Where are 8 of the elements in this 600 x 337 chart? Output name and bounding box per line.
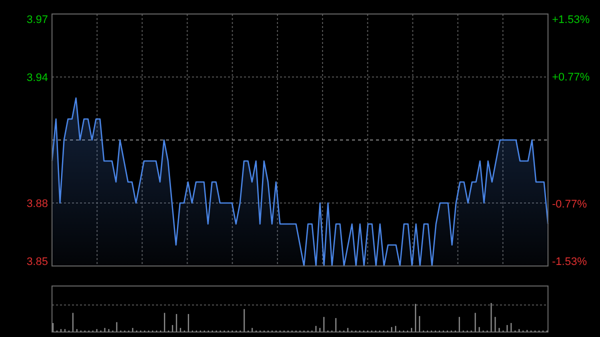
y-tick-label: 3.94 bbox=[26, 72, 48, 84]
y2-tick-label: +1.53% bbox=[552, 14, 590, 26]
y2-tick-label: -1.53% bbox=[552, 256, 588, 268]
y-tick-label: 3.85 bbox=[26, 256, 48, 268]
y-tick-label: 3.97 bbox=[26, 14, 48, 26]
y2-tick-label: -0.77% bbox=[552, 198, 588, 210]
y2-tick-label: +0.77% bbox=[552, 71, 590, 84]
y-tick-label: 3.88 bbox=[26, 198, 48, 210]
